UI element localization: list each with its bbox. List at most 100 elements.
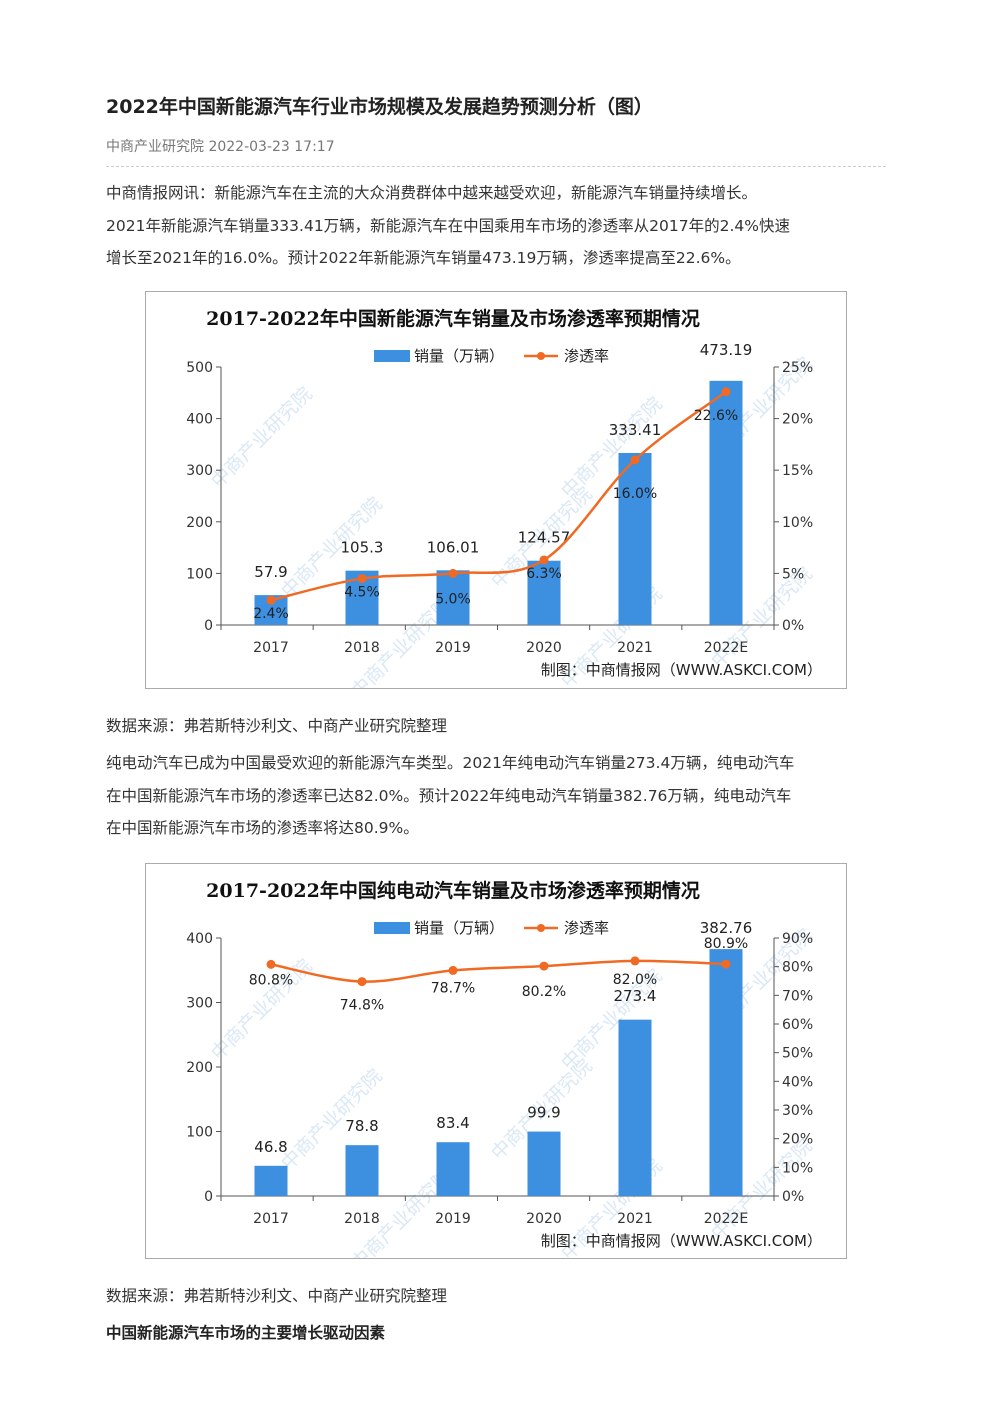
- legend-line-label: 渗透率: [564, 347, 609, 365]
- right-tick-label: 60%: [782, 1017, 813, 1033]
- legend-bar-swatch: [374, 922, 410, 934]
- line-point-2022E: [721, 959, 731, 969]
- x-tick-label: 2021: [617, 1211, 653, 1227]
- line-value-label: 80.9%: [704, 936, 748, 952]
- left-tick-label: 500: [186, 360, 213, 376]
- left-tick-label: 200: [186, 1060, 213, 1076]
- bar-value-label: 333.41: [609, 421, 662, 439]
- bar-value-label: 273.4: [614, 987, 657, 1005]
- x-tick-label: 2020: [526, 1211, 562, 1227]
- legend-line-marker: [537, 352, 545, 360]
- bar-2019: [436, 1142, 470, 1196]
- line-value-label: 6.3%: [526, 566, 562, 582]
- paragraph-bev: 纯电动汽车已成为中国最受欢迎的新能源汽车类型。2021年纯电动汽车销量273.4…: [106, 747, 892, 845]
- right-tick-label: 80%: [782, 960, 813, 976]
- legend-bar-label: 销量（万辆）: [414, 919, 504, 937]
- bar-2022E: [709, 949, 743, 1196]
- left-tick-label: 400: [186, 412, 213, 428]
- line-value-label: 80.2%: [522, 984, 566, 1000]
- x-tick-label: 2019: [435, 640, 471, 656]
- left-tick-label: 300: [186, 463, 213, 479]
- line-point-2020: [539, 961, 549, 971]
- left-tick-label: 200: [186, 515, 213, 531]
- line-point-2021: [630, 455, 640, 465]
- bar-value-label: 105.3: [341, 539, 384, 557]
- x-tick-label: 2017: [253, 640, 289, 656]
- line-value-label: 5.0%: [435, 591, 471, 607]
- bar-2017: [254, 1165, 288, 1196]
- line-point-2018: [357, 574, 367, 584]
- bar-value-label: 106.01: [427, 538, 480, 556]
- bar-2018: [345, 1145, 379, 1196]
- left-tick-label: 0: [204, 618, 213, 634]
- data-source-1: 数据来源：弗若斯特沙利文、中商产业研究院整理: [106, 717, 448, 735]
- line-point-2019: [448, 568, 458, 578]
- left-tick-label: 300: [186, 996, 213, 1012]
- bar-2021: [618, 452, 652, 625]
- bar-2021: [618, 1019, 652, 1196]
- bar-value-label: 99.9: [527, 1104, 560, 1122]
- paragraph-line: 增长至2021年的16.0%。预计2022年新能源汽车销量473.19万辆，渗透…: [106, 249, 741, 267]
- line-point-2019: [448, 965, 458, 975]
- right-tick-label: 10%: [782, 515, 813, 531]
- line-point-2017: [266, 595, 276, 605]
- line-point-2017: [266, 959, 276, 969]
- watermark-text: 中商产业研究院: [207, 383, 317, 493]
- line-value-label: 22.6%: [694, 408, 738, 424]
- right-tick-label: 5%: [782, 566, 804, 582]
- right-tick-label: 30%: [782, 1103, 813, 1119]
- bar-value-label: 57.9: [254, 563, 287, 581]
- paragraph-line: 2021年新能源汽车销量333.41万辆，新能源汽车在中国乘用车市场的渗透率从2…: [106, 216, 791, 235]
- article-meta: 中商产业研究院 2022-03-23 17:17: [106, 139, 335, 155]
- bar-2020: [527, 560, 561, 625]
- penetration-rate-line: [270, 390, 727, 602]
- line-value-label: 74.8%: [340, 998, 384, 1014]
- x-tick-label: 2020: [526, 640, 562, 656]
- data-source-2: 数据来源：弗若斯特沙利文、中商产业研究院整理: [106, 1287, 448, 1305]
- bar-2019: [436, 570, 470, 625]
- bar-value-label: 46.8: [254, 1138, 287, 1156]
- right-tick-label: 20%: [782, 412, 813, 428]
- penetration-rate-line: [270, 959, 727, 983]
- left-tick-label: 400: [186, 931, 213, 947]
- chart-credit: 制图：中商情报网（WWW.ASKCI.COM）: [541, 1232, 822, 1250]
- paragraph-line: 纯电动汽车已成为中国最受欢迎的新能源汽车类型。2021年纯电动汽车销量273.4…: [106, 754, 795, 772]
- legend-bar-swatch: [374, 350, 410, 362]
- right-tick-label: 50%: [782, 1046, 813, 1062]
- x-tick-label: 2018: [344, 1211, 380, 1227]
- line-value-label: 2.4%: [253, 606, 289, 622]
- paragraph-line: 中商情报网讯：新能源汽车在主流的大众消费群体中越来越受欢迎，新能源汽车销量持续增…: [106, 184, 758, 202]
- x-tick-label: 2017: [253, 1211, 289, 1227]
- line-value-label: 78.7%: [431, 980, 475, 996]
- right-tick-label: 20%: [782, 1132, 813, 1148]
- right-tick-label: 90%: [782, 931, 813, 947]
- right-tick-label: 0%: [782, 1189, 804, 1205]
- right-tick-label: 70%: [782, 988, 813, 1004]
- right-tick-label: 25%: [782, 360, 813, 376]
- line-value-label: 80.8%: [249, 972, 293, 988]
- chart-credit: 制图：中商情报网（WWW.ASKCI.COM）: [541, 661, 822, 679]
- right-tick-label: 10%: [782, 1160, 813, 1176]
- right-tick-label: 40%: [782, 1074, 813, 1090]
- article-title: 2022年中国新能源汽车行业市场规模及发展趋势预测分析（图）: [106, 96, 653, 118]
- chart-bev-sales: 中商产业研究院 中商产业研究院 中商产业研究院 中商产业研究院 中商产业研究院 中商产业研…: [145, 863, 847, 1259]
- paragraph-intro: 中商情报网讯：新能源汽车在主流的大众消费群体中越来越受欢迎，新能源汽车销量持续增…: [106, 177, 892, 275]
- line-point-2020: [539, 555, 549, 565]
- line-point-2018: [357, 977, 367, 987]
- x-tick-label: 2018: [344, 640, 380, 656]
- legend-line-label: 渗透率: [564, 919, 609, 937]
- line-value-label: 4.5%: [344, 585, 380, 601]
- left-tick-label: 100: [186, 566, 213, 582]
- right-tick-label: 0%: [782, 618, 804, 634]
- line-point-2021: [630, 956, 640, 966]
- x-tick-label: 2022E: [704, 1211, 748, 1227]
- bar-value-label: 473.19: [700, 341, 753, 359]
- right-tick-label: 15%: [782, 463, 813, 479]
- bar-value-label: 382.76: [700, 919, 753, 937]
- bar-2020: [527, 1131, 561, 1196]
- bar-value-label: 78.8: [345, 1117, 378, 1135]
- x-tick-label: 2021: [617, 640, 653, 656]
- paragraph-line: 在中国新能源汽车市场的渗透率将达80.9%。: [106, 819, 419, 837]
- chart-nev-sales: 中商产业研究院 中商产业研究院 中商产业研究院 中商产业研究院 中商产业研究院 中商产业研…: [145, 291, 847, 689]
